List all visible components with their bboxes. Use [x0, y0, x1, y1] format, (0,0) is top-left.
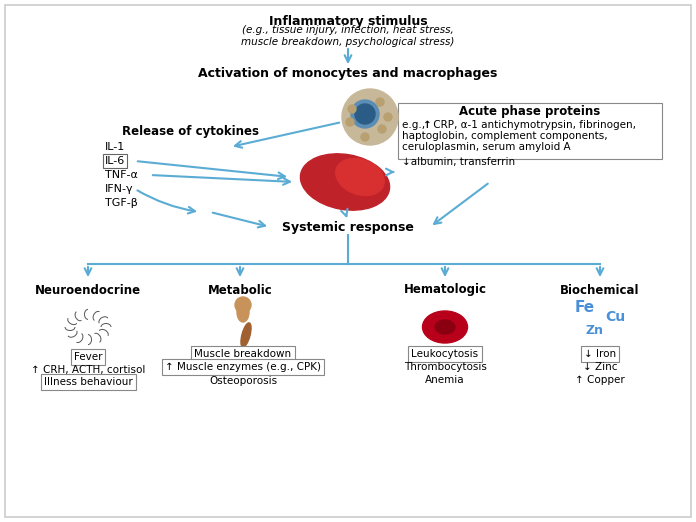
Ellipse shape [422, 311, 468, 343]
Circle shape [346, 118, 354, 126]
Text: haptoglobin, complement components,: haptoglobin, complement components, [402, 131, 608, 141]
Text: Fever: Fever [74, 352, 102, 362]
Text: Hematologic: Hematologic [404, 283, 487, 296]
Text: Leukocytosis: Leukocytosis [411, 349, 479, 359]
Text: Cu: Cu [605, 310, 625, 324]
Ellipse shape [63, 308, 113, 346]
Text: TNF-α: TNF-α [105, 170, 138, 180]
Text: IFN-γ: IFN-γ [105, 184, 134, 194]
Text: Osteoporosis: Osteoporosis [209, 376, 277, 386]
Text: e.g.,: e.g., [402, 120, 428, 130]
Text: Acute phase proteins: Acute phase proteins [459, 105, 601, 118]
Text: (e.g., tissue injury, infection, heat stress,
muscle breakdown, psychological st: (e.g., tissue injury, infection, heat st… [242, 25, 454, 47]
Circle shape [342, 89, 398, 145]
Ellipse shape [301, 154, 390, 210]
FancyBboxPatch shape [398, 103, 662, 159]
Text: ↑ Copper: ↑ Copper [575, 375, 625, 385]
Ellipse shape [435, 320, 455, 334]
Text: Muscle breakdown: Muscle breakdown [194, 349, 292, 359]
Text: IL-6: IL-6 [105, 156, 125, 166]
Text: ↑: ↑ [423, 120, 432, 130]
Ellipse shape [241, 323, 251, 347]
Ellipse shape [237, 302, 249, 322]
Circle shape [351, 100, 379, 128]
Ellipse shape [335, 159, 384, 196]
Text: Fe: Fe [575, 300, 595, 314]
Text: IL-1: IL-1 [105, 142, 125, 152]
Text: Systemic response: Systemic response [282, 220, 414, 233]
Text: ↑ Muscle enzymes (e.g., CPK): ↑ Muscle enzymes (e.g., CPK) [165, 362, 321, 372]
Circle shape [378, 125, 386, 133]
Circle shape [376, 98, 384, 106]
Text: ↓albumin, transferrin: ↓albumin, transferrin [402, 157, 515, 167]
Text: Thrombocytosis: Thrombocytosis [404, 362, 487, 372]
Text: ↓ Iron: ↓ Iron [584, 349, 616, 359]
Text: Zn: Zn [586, 324, 604, 337]
Circle shape [235, 297, 251, 313]
Text: Activation of monocytes and macrophages: Activation of monocytes and macrophages [198, 67, 498, 80]
Text: Neuroendocrine: Neuroendocrine [35, 283, 141, 296]
Text: TGF-β: TGF-β [105, 198, 138, 208]
Text: Biochemical: Biochemical [560, 283, 640, 296]
Text: CRP, α-1 antichymotrypsin, fibrinogen,: CRP, α-1 antichymotrypsin, fibrinogen, [430, 120, 636, 130]
Text: Illness behaviour: Illness behaviour [44, 377, 132, 387]
Text: ceruloplasmin, serum amyloid A: ceruloplasmin, serum amyloid A [402, 142, 571, 152]
Circle shape [384, 113, 392, 121]
Text: Release of cytokines: Release of cytokines [122, 125, 258, 138]
Circle shape [348, 105, 356, 113]
Text: Metabolic: Metabolic [207, 283, 272, 296]
Circle shape [361, 133, 369, 141]
Circle shape [355, 104, 375, 124]
Text: Inflammatory stimulus: Inflammatory stimulus [269, 16, 427, 29]
Text: ↑ CRH, ACTH, cortisol: ↑ CRH, ACTH, cortisol [31, 365, 145, 375]
Text: Anemia: Anemia [425, 375, 465, 385]
Text: ↓ Zinc: ↓ Zinc [583, 362, 617, 372]
